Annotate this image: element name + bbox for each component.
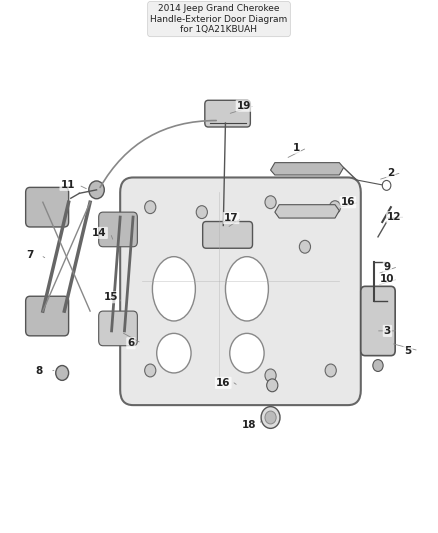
Circle shape: [56, 366, 69, 381]
Circle shape: [325, 364, 336, 377]
FancyBboxPatch shape: [120, 177, 361, 405]
FancyBboxPatch shape: [99, 212, 138, 247]
Polygon shape: [271, 163, 343, 175]
Circle shape: [196, 206, 208, 219]
Text: 15: 15: [103, 292, 118, 302]
Polygon shape: [275, 205, 339, 218]
Text: 16: 16: [341, 197, 355, 207]
Text: 9: 9: [384, 262, 391, 271]
Title: 2014 Jeep Grand Cherokee
Handle-Exterior Door Diagram
for 1QA21KBUAH: 2014 Jeep Grand Cherokee Handle-Exterior…: [150, 4, 288, 34]
FancyBboxPatch shape: [205, 100, 251, 127]
Text: 7: 7: [26, 250, 34, 260]
Circle shape: [261, 407, 280, 429]
Text: 19: 19: [237, 101, 251, 111]
Text: 12: 12: [387, 212, 402, 222]
FancyBboxPatch shape: [26, 296, 69, 336]
Text: 6: 6: [127, 338, 134, 348]
Text: 10: 10: [380, 274, 395, 284]
Ellipse shape: [230, 333, 264, 373]
FancyBboxPatch shape: [361, 286, 395, 356]
Text: 5: 5: [404, 346, 412, 356]
Text: 18: 18: [242, 420, 256, 430]
Text: 2: 2: [387, 167, 395, 177]
Text: 17: 17: [224, 213, 238, 223]
Text: 1: 1: [293, 143, 300, 153]
FancyBboxPatch shape: [26, 188, 69, 227]
Circle shape: [299, 240, 311, 253]
Circle shape: [373, 360, 383, 372]
Circle shape: [145, 201, 156, 214]
Circle shape: [89, 181, 104, 199]
Text: 11: 11: [60, 180, 75, 190]
Circle shape: [382, 181, 391, 190]
Text: 16: 16: [216, 378, 230, 388]
Circle shape: [265, 411, 276, 424]
Text: 3: 3: [384, 326, 391, 336]
FancyBboxPatch shape: [203, 222, 253, 248]
Ellipse shape: [226, 257, 268, 321]
Circle shape: [145, 364, 156, 377]
Ellipse shape: [157, 333, 191, 373]
Text: 14: 14: [92, 228, 107, 238]
Circle shape: [265, 369, 276, 382]
Circle shape: [265, 196, 276, 208]
FancyBboxPatch shape: [99, 311, 138, 346]
Circle shape: [267, 379, 278, 392]
Circle shape: [329, 201, 341, 214]
Ellipse shape: [152, 257, 195, 321]
Text: 8: 8: [36, 367, 43, 376]
